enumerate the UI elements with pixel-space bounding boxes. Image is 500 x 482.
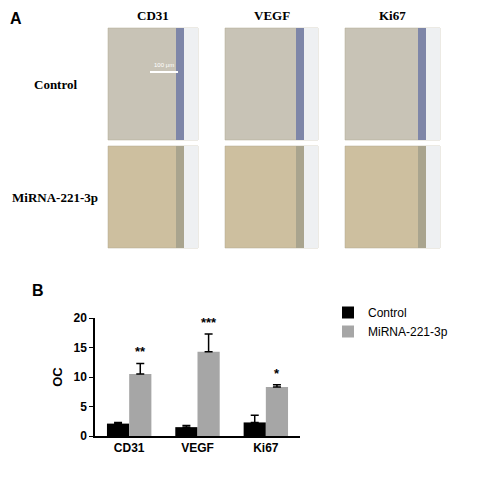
svg-text:*: * — [274, 366, 280, 381]
svg-text:B: B — [32, 282, 44, 299]
svg-text:**: ** — [135, 344, 146, 359]
svg-text:CD31: CD31 — [137, 8, 169, 23]
svg-text:Control: Control — [34, 77, 77, 92]
svg-text:10: 10 — [73, 370, 87, 384]
svg-text:0: 0 — [80, 429, 87, 443]
svg-text:MiRNA-221-3p: MiRNA-221-3p — [12, 190, 98, 205]
svg-text:Ki67: Ki67 — [379, 8, 406, 23]
svg-text:A: A — [10, 10, 22, 27]
svg-text:20: 20 — [73, 311, 87, 325]
svg-text:CD31: CD31 — [114, 441, 145, 455]
svg-text:15: 15 — [73, 341, 87, 355]
svg-text:5: 5 — [80, 400, 87, 414]
svg-text:VEGF: VEGF — [254, 8, 290, 23]
svg-text:Ki67: Ki67 — [253, 441, 279, 455]
svg-text:Control: Control — [368, 306, 407, 320]
svg-text:OC: OC — [50, 367, 65, 387]
svg-text:VEGF: VEGF — [181, 441, 214, 455]
svg-text:***: *** — [201, 315, 217, 330]
svg-text:MiRNA-221-3p: MiRNA-221-3p — [368, 325, 448, 339]
svg-text:100 μm: 100 μm — [154, 62, 174, 68]
